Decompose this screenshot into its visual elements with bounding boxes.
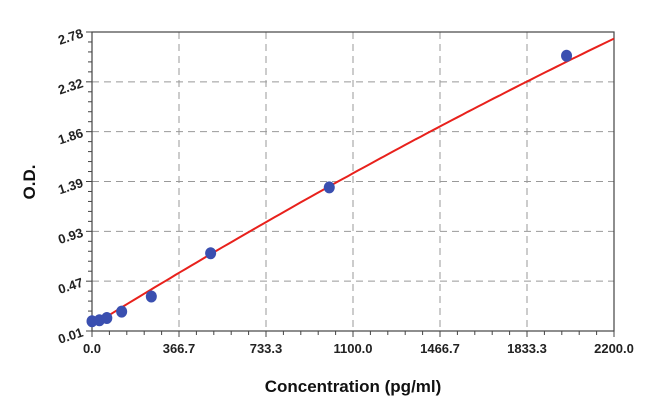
y-tick-label: 1.39 <box>56 175 85 197</box>
x-tick-label: 1100.0 <box>333 341 372 356</box>
x-tick-label: 0.0 <box>83 341 101 356</box>
y-tick-label: 2.78 <box>56 26 85 48</box>
ticks: 0.0 366.7 733.3 1100.0 1466.7 1833.3 2200.0 0.0… <box>56 26 634 356</box>
data-point <box>116 305 128 318</box>
y-tick-label: 2.32 <box>56 75 85 97</box>
y-tick-label: 0.01 <box>56 325 85 347</box>
data-point <box>561 49 573 62</box>
y-tick-label: 1.86 <box>56 125 85 147</box>
x-tick-label: 366.7 <box>163 341 196 356</box>
data-point <box>323 181 335 194</box>
y-tick-label: 0.93 <box>56 225 85 247</box>
y-tick-label: 0.47 <box>56 275 85 297</box>
x-tick-label: 1466.7 <box>420 341 460 356</box>
x-tick-label: 2200.0 <box>594 341 634 356</box>
fit-curve <box>91 37 615 327</box>
data-point <box>145 290 157 303</box>
data-point <box>205 247 217 260</box>
x-tick-label: 1833.3 <box>507 341 547 356</box>
fit-curve-group <box>91 37 615 327</box>
y-axis-label: O.D. <box>20 165 39 200</box>
data-point <box>101 312 113 325</box>
data-points <box>86 49 573 328</box>
x-axis-label: Concentration (pg/ml) <box>265 377 442 396</box>
x-tick-label: 733.3 <box>250 341 283 356</box>
plot-frame <box>91 31 615 332</box>
